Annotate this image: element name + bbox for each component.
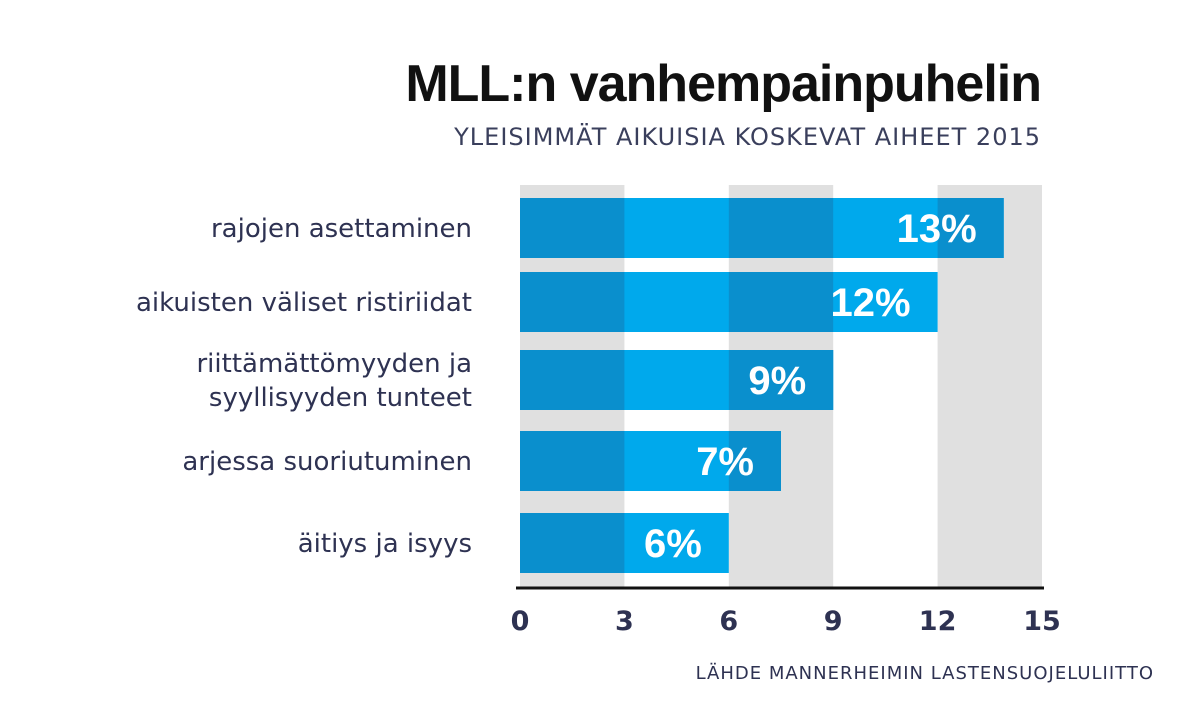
bar-band-overlay (520, 272, 625, 332)
x-tick-label: 6 (719, 606, 738, 637)
category-label-line: syyllisyyden tunteet (209, 383, 472, 413)
bar-band-overlay (937, 198, 1004, 258)
x-tick-label: 12 (919, 606, 957, 637)
category-label: äitiys ja isyys (298, 529, 472, 559)
value-label: 7% (696, 440, 754, 484)
x-tick-label: 9 (824, 606, 843, 637)
category-label-line: riittämättömyyden ja (196, 349, 472, 379)
bar-band-overlay (520, 198, 625, 258)
category-label-line: rajojen asettaminen (211, 214, 472, 244)
source-note: LÄHDE MANNERHEIMIN LASTENSUOJELULIITTO (695, 663, 1154, 684)
bar-band-overlay (728, 198, 834, 258)
category-label: arjessa suoriutuminen (182, 447, 472, 477)
value-label: 6% (644, 522, 702, 566)
bar-band-overlay (520, 513, 625, 573)
category-label: aikuisten väliset ristiriidat (136, 288, 472, 318)
category-label: rajojen asettaminen (211, 214, 472, 244)
category-label: riittämättömyyden ja syyllisyyden tunteet (196, 349, 472, 413)
bar-band-overlay (728, 350, 834, 410)
category-label-line: aikuisten väliset ristiriidat (136, 288, 472, 318)
category-labels: rajojen asettaminen aikuisten väliset ris… (136, 214, 472, 559)
bar-band-overlay (728, 272, 834, 332)
chart-subtitle: YLEISIMMÄT AIKUISIA KOSKEVAT AIHEET 2015 (454, 123, 1041, 151)
x-tick-label: 3 (615, 606, 634, 637)
value-labels: 13% 12% 9% 7% 6% (644, 207, 977, 566)
value-label: 12% (831, 281, 911, 325)
value-label: 9% (748, 359, 806, 403)
bar-band-overlay (520, 350, 625, 410)
bar-band-overlay (728, 431, 781, 491)
x-tick-label: 15 (1023, 606, 1061, 637)
x-axis: 0 3 6 9 12 15 (511, 586, 1061, 637)
chart-title: MLL:n vanhempainpuhelin (405, 55, 1042, 113)
category-label-line: äitiys ja isyys (298, 529, 472, 559)
band-overlay-layer (520, 198, 1004, 573)
category-label-line: arjessa suoriutuminen (182, 447, 472, 477)
x-tick-label: 0 (511, 606, 530, 637)
value-label: 13% (897, 207, 977, 251)
bar-band-overlay (520, 431, 625, 491)
